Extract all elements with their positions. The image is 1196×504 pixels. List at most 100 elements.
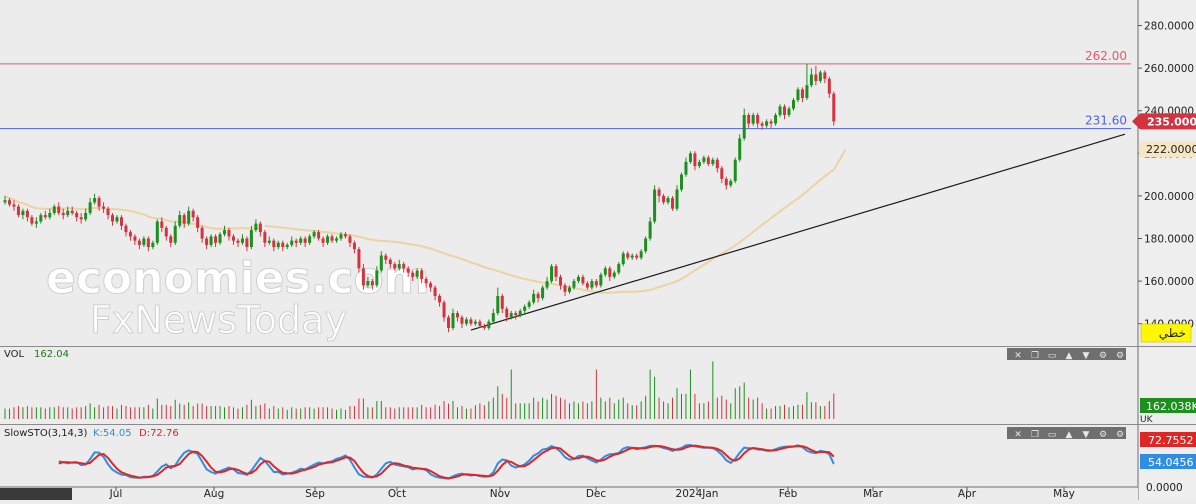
x-tick-label-8: Mar: [863, 488, 883, 500]
last-price-badge: [1132, 113, 1196, 130]
candle-91: [411, 270, 415, 282]
config-icon[interactable]: ⚙: [1116, 351, 1124, 361]
candle-body: [657, 189, 661, 196]
candle-54: [245, 236, 249, 252]
candle-35: [160, 217, 164, 233]
date-scroll-left[interactable]: [0, 488, 72, 500]
stoch-zero-label: 0.0000: [1146, 482, 1183, 494]
candle-171: [769, 119, 773, 128]
candle-body: [590, 281, 594, 288]
move-down-icon[interactable]: ▼: [1083, 430, 1090, 440]
candle-96: [433, 285, 437, 301]
candle-67: [303, 236, 307, 248]
candle-62: [281, 240, 285, 252]
candle-139: [626, 251, 630, 260]
candle-body: [3, 200, 7, 203]
candle-157: [706, 155, 710, 167]
candle-body: [487, 321, 491, 328]
y-tick-label-1: 260.0000: [1144, 63, 1194, 75]
minimize-icon[interactable]: ▭: [1048, 351, 1057, 361]
candle-body: [214, 236, 218, 243]
move-down-icon[interactable]: ▼: [1083, 351, 1090, 361]
candle-159: [715, 157, 719, 173]
y-tick-label-4: 200.0000: [1144, 191, 1194, 203]
candle-body: [478, 321, 482, 326]
maximize-icon[interactable]: ❐: [1031, 351, 1039, 361]
candle-108: [487, 319, 491, 331]
candle-body: [335, 238, 339, 241]
candle-body: [111, 215, 115, 222]
candle-2: [12, 200, 16, 211]
candle-73: [330, 234, 334, 243]
candle-body: [12, 204, 16, 207]
volume-toolbar-bg: [1007, 348, 1126, 360]
candle-body: [88, 202, 92, 213]
candle-4: [21, 208, 25, 220]
candle-body: [70, 210, 74, 213]
candle-body: [823, 72, 827, 79]
candle-156: [702, 155, 706, 164]
minimize-icon[interactable]: ▭: [1048, 430, 1057, 440]
candle-163: [733, 157, 737, 184]
candle-body: [747, 115, 751, 124]
candle-41: [187, 206, 191, 226]
candle-120: [541, 285, 545, 301]
candle-66: [299, 236, 303, 245]
move-up-icon[interactable]: ▲: [1066, 430, 1073, 440]
candle-92: [415, 268, 419, 279]
candle-body: [263, 232, 267, 243]
candle-116: [523, 304, 527, 314]
candle-body: [514, 313, 518, 316]
candle-140: [630, 253, 634, 260]
close-icon[interactable]: ✕: [1014, 430, 1022, 440]
candle-body: [536, 293, 540, 299]
candle-177: [796, 87, 800, 103]
move-up-icon[interactable]: ▲: [1066, 351, 1073, 361]
candle-121: [545, 276, 549, 290]
candle-131: [590, 278, 594, 290]
candle-body: [545, 281, 549, 288]
candle-70: [317, 230, 321, 241]
close-icon[interactable]: ✕: [1014, 351, 1022, 361]
candle-body: [505, 308, 509, 318]
candle-173: [778, 104, 782, 118]
candle-body: [527, 302, 531, 307]
candle-168: [756, 112, 760, 128]
candle-body: [254, 223, 258, 230]
config-icon[interactable]: ⚙: [1116, 430, 1124, 440]
candles-group: [3, 63, 836, 333]
candle-body: [621, 253, 625, 265]
candle-body: [581, 276, 585, 284]
volume-value: 162.04: [34, 349, 69, 360]
candle-body: [679, 174, 683, 190]
candle-body: [635, 255, 639, 258]
candle-body: [52, 206, 56, 213]
candle-body: [406, 268, 410, 273]
candle-52: [236, 238, 240, 248]
candle-42: [191, 208, 195, 222]
candle-28: [128, 230, 132, 241]
candle-body: [227, 230, 231, 237]
candle-170: [765, 119, 769, 128]
candle-32: [146, 236, 150, 252]
candle-45: [205, 236, 209, 250]
settings-icon[interactable]: ⚙: [1099, 430, 1107, 440]
candle-123: [554, 264, 558, 282]
candle-20: [93, 193, 97, 205]
candle-87: [393, 261, 397, 271]
maximize-icon[interactable]: ❐: [1031, 430, 1039, 440]
candle-body: [805, 85, 809, 98]
candle-65: [294, 238, 298, 248]
chart-type-button[interactable]: [1140, 323, 1192, 343]
candle-151: [679, 172, 683, 192]
candle-body: [294, 240, 298, 243]
candle-40: [182, 212, 186, 228]
candle-body: [675, 189, 679, 209]
candle-162: [729, 178, 733, 188]
settings-icon[interactable]: ⚙: [1099, 351, 1107, 361]
candle-body: [774, 115, 778, 124]
candle-158: [711, 157, 715, 167]
candle-8: [39, 212, 43, 224]
candle-164: [738, 134, 742, 162]
